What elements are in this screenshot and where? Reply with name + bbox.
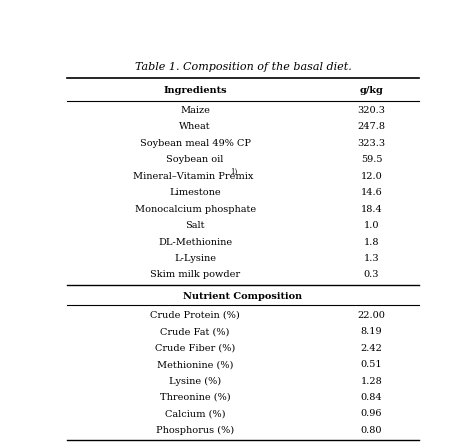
Text: 0.96: 0.96 <box>361 409 382 418</box>
Text: Nutrient Composition: Nutrient Composition <box>183 292 302 301</box>
Text: Mineral–Vitamin Premix: Mineral–Vitamin Premix <box>133 172 257 181</box>
Text: Crude Fat (%): Crude Fat (%) <box>161 327 230 336</box>
Text: Maize: Maize <box>180 106 210 115</box>
Text: 18.4: 18.4 <box>361 205 383 214</box>
Text: 0.80: 0.80 <box>361 426 382 435</box>
Text: 1.3: 1.3 <box>364 254 379 263</box>
Text: 0.84: 0.84 <box>361 393 383 402</box>
Text: Crude Protein (%): Crude Protein (%) <box>150 311 240 320</box>
Text: 8.19: 8.19 <box>361 327 383 336</box>
Text: Ingredients: Ingredients <box>164 86 227 95</box>
Text: Wheat: Wheat <box>179 122 211 131</box>
Text: DL-Methionine: DL-Methionine <box>158 238 232 247</box>
Text: Methionine (%): Methionine (%) <box>157 360 233 369</box>
Text: 1.0: 1.0 <box>364 221 379 230</box>
Text: Soybean meal 49% CP: Soybean meal 49% CP <box>140 139 251 148</box>
Text: Salt: Salt <box>185 221 205 230</box>
Text: 1.28: 1.28 <box>361 376 383 385</box>
Text: Limestone: Limestone <box>169 188 221 197</box>
Text: Crude Fiber (%): Crude Fiber (%) <box>155 344 235 352</box>
Text: Calcium (%): Calcium (%) <box>165 409 226 418</box>
Text: Phosphorus (%): Phosphorus (%) <box>156 426 234 435</box>
Text: L-Lysine: L-Lysine <box>174 254 216 263</box>
Text: Soybean oil: Soybean oil <box>166 155 224 164</box>
Text: 22.00: 22.00 <box>357 311 385 320</box>
Text: 14.6: 14.6 <box>361 188 383 197</box>
Text: 1): 1) <box>230 168 237 176</box>
Text: 2.42: 2.42 <box>361 344 383 352</box>
Text: 0.51: 0.51 <box>361 360 383 369</box>
Text: Table 1. Composition of the basal diet.: Table 1. Composition of the basal diet. <box>135 62 351 72</box>
Text: 323.3: 323.3 <box>357 139 385 148</box>
Text: Monocalcium phosphate: Monocalcium phosphate <box>135 205 256 214</box>
Text: 1.8: 1.8 <box>364 238 379 247</box>
Text: Threonine (%): Threonine (%) <box>160 393 230 402</box>
Text: 0.3: 0.3 <box>364 271 379 279</box>
Text: Lysine (%): Lysine (%) <box>169 376 221 386</box>
Text: 59.5: 59.5 <box>361 155 382 164</box>
Text: 12.0: 12.0 <box>361 172 383 181</box>
Text: 247.8: 247.8 <box>357 122 385 131</box>
Text: Skim milk powder: Skim milk powder <box>150 271 240 279</box>
Text: 320.3: 320.3 <box>357 106 385 115</box>
Text: g/kg: g/kg <box>360 86 383 95</box>
